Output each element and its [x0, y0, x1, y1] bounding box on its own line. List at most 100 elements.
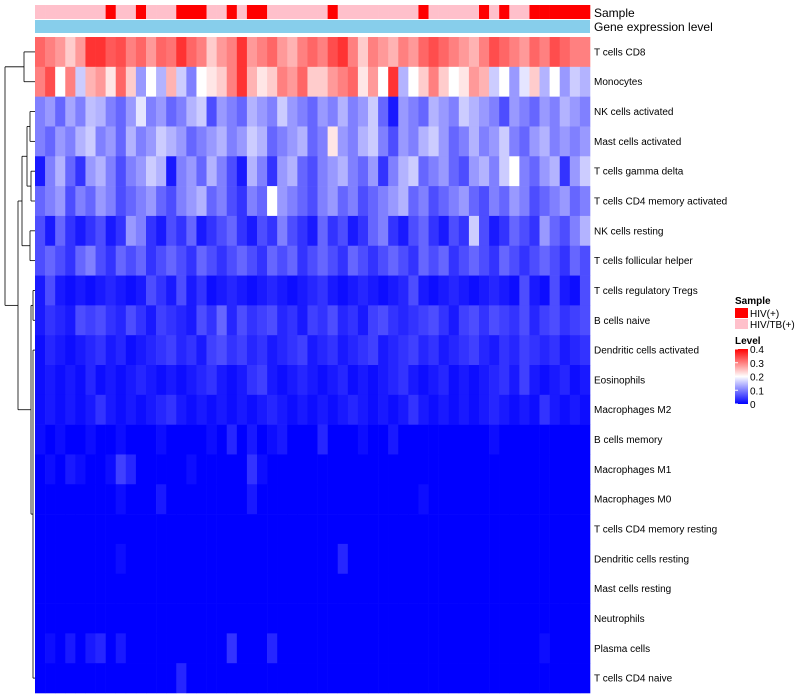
heatmap-cell: [438, 394, 450, 425]
heatmap-cell: [206, 335, 217, 366]
heatmap-cell: [186, 633, 197, 664]
heatmap-cell: [166, 126, 177, 157]
heatmap-cell: [337, 514, 349, 545]
heatmap-cell: [267, 543, 278, 575]
heatmap-cell: [156, 394, 167, 425]
heatmap-cell: [499, 663, 510, 694]
heatmap-cell: [246, 394, 258, 425]
heatmap-cell: [146, 37, 157, 68]
row-label: Mast cells activated: [594, 137, 681, 148]
heatmap-cell: [549, 37, 561, 68]
heatmap-cell: [559, 66, 571, 97]
sample-annotation-track: [35, 5, 591, 19]
heatmap-cell: [327, 275, 339, 306]
heatmap-cell: [236, 663, 248, 694]
heatmap-cell: [176, 573, 187, 604]
heatmap-cell: [307, 394, 318, 425]
sample-cell: [246, 5, 258, 19]
heatmap-cell: [529, 186, 540, 217]
heatmap-cell: [216, 245, 228, 276]
heatmap-cell: [529, 335, 540, 366]
heatmap-cell: [368, 484, 379, 515]
heatmap-cell: [398, 305, 409, 336]
heatmap-cell: [519, 573, 530, 604]
heatmap-cell: [327, 603, 339, 634]
heatmap-cell: [559, 394, 571, 425]
heatmap-cell: [297, 454, 308, 485]
heatmap-cell: [368, 573, 379, 604]
heatmap-cell: [378, 454, 389, 485]
heatmap-cell: [206, 663, 217, 694]
heatmap-cell: [267, 335, 278, 366]
heatmap-cell: [267, 245, 278, 276]
heatmap-cell: [186, 96, 197, 127]
heatmap-cell: [337, 275, 349, 306]
heatmap-cell: [166, 335, 177, 366]
heatmap-cell: [45, 245, 56, 276]
heatmap-cell: [357, 663, 369, 694]
row-label: Macrophages M1: [594, 465, 672, 476]
heatmap-cell: [388, 156, 399, 187]
heatmap-cell: [317, 275, 328, 306]
sample-cell: [95, 5, 106, 19]
heatmap-cell: [378, 186, 389, 217]
heatmap-cell: [206, 424, 217, 455]
heatmap-cell: [45, 663, 56, 694]
heatmap-cell: [357, 305, 369, 336]
heatmap-cell: [519, 275, 530, 306]
heatmap-cell: [418, 66, 429, 97]
heatmap-cell: [115, 514, 127, 545]
heatmap-cell: [479, 543, 490, 575]
heatmap-cell: [277, 394, 288, 425]
heatmap-cell: [146, 126, 157, 157]
heatmap-cell: [257, 573, 268, 604]
heatmap-cell: [166, 186, 177, 217]
heatmap-cell: [176, 603, 187, 634]
heatmap-cell: [448, 633, 460, 664]
heatmap-cell: [408, 66, 419, 97]
heatmap-cell: [448, 484, 460, 515]
heatmap-cell: [196, 514, 207, 545]
heatmap-cell: [156, 603, 167, 634]
sample-cell: [186, 5, 197, 19]
heatmap-cell: [55, 663, 66, 694]
heatmap-cell: [297, 603, 308, 634]
legend-label-hiv: HIV(+): [750, 309, 779, 320]
heatmap-cell: [156, 156, 167, 187]
heatmap-cell: [529, 245, 540, 276]
heatmap-cell: [347, 215, 359, 247]
heatmap-cell: [176, 37, 187, 68]
heatmap-cell: [428, 543, 439, 575]
heatmap-cell: [499, 603, 510, 634]
heatmap-cell: [95, 573, 106, 604]
heatmap-cell: [579, 454, 591, 485]
heatmap-cell: [519, 96, 530, 127]
heatmap-cell: [75, 454, 86, 485]
heatmap-cell: [105, 573, 117, 604]
heatmap-cell: [499, 305, 510, 336]
heatmap-cell: [448, 394, 460, 425]
heatmap-cell: [55, 424, 66, 455]
heatmap-cell: [337, 484, 349, 515]
heatmap-cell: [206, 514, 217, 545]
heatmap-cell: [519, 424, 530, 455]
heatmap-cell: [287, 484, 298, 515]
heatmap-cell: [408, 156, 419, 187]
heatmap-cell: [186, 126, 197, 157]
heatmap-cell: [337, 186, 349, 217]
heatmap-cell: [277, 215, 288, 247]
heatmap-cell: [246, 514, 258, 545]
heatmap-cell: [35, 215, 46, 247]
heatmap-cell: [267, 394, 278, 425]
heatmap-cell: [146, 394, 157, 425]
heatmap-cell: [267, 156, 278, 187]
heatmap-cell: [418, 365, 429, 396]
heatmap-cell: [347, 394, 359, 425]
colorbar-tick-label: 0.4: [750, 345, 764, 356]
heatmap-cell: [428, 37, 439, 68]
heatmap-cell: [408, 126, 419, 157]
heatmap-cell: [65, 603, 76, 634]
heatmap-cell: [55, 66, 66, 97]
heatmap-cell: [519, 484, 530, 515]
heatmap-cell: [156, 424, 167, 455]
